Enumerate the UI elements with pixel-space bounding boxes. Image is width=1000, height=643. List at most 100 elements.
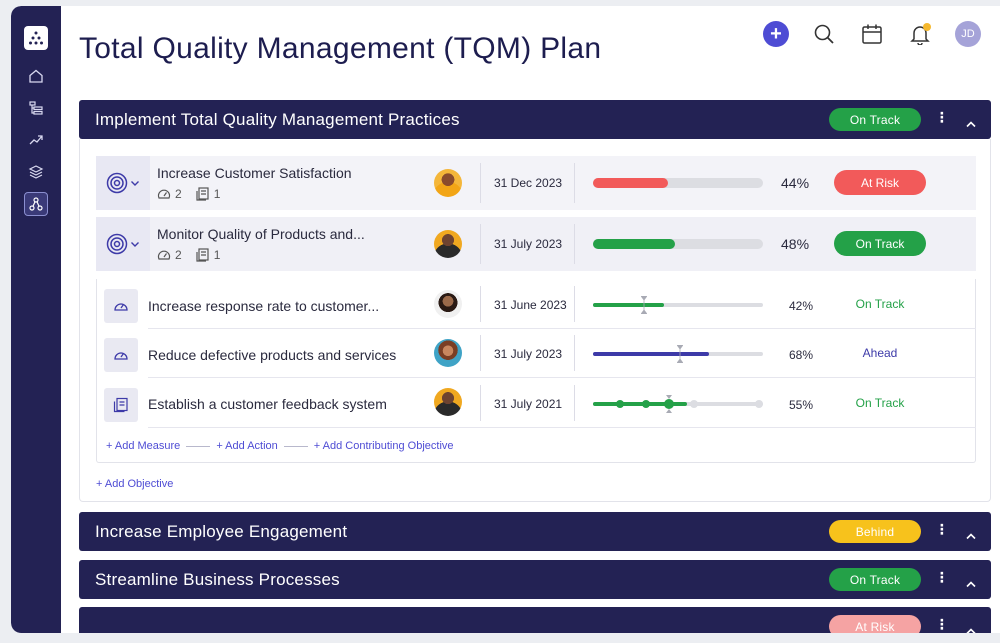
- status-label: On Track: [855, 297, 905, 311]
- due-date: 31 June 2023: [494, 298, 567, 312]
- owner-avatar: [434, 339, 462, 367]
- section-header[interactable]: Increase Employee Engagement Behind ⋮: [79, 512, 991, 551]
- gauge-icon: [104, 289, 138, 323]
- due-date: 31 July 2023: [494, 347, 563, 361]
- network-icon[interactable]: [24, 192, 48, 216]
- due-date: 31 July 2021: [494, 397, 563, 411]
- objective-row[interactable]: Monitor Quality of Products and... 2 1 3…: [96, 217, 976, 271]
- gauge-icon: [157, 189, 171, 199]
- action-row[interactable]: Establish a customer feedback system 31 …: [96, 379, 976, 428]
- owner-avatar: [434, 230, 462, 258]
- target-icon: [106, 172, 128, 194]
- objective-meta: 2 1: [157, 248, 220, 262]
- progress-percent: 44%: [781, 175, 810, 191]
- progress-fill: [593, 303, 665, 307]
- chevron-up-icon[interactable]: [965, 525, 977, 545]
- add-objective-link[interactable]: + Add Objective: [96, 478, 174, 490]
- chevron-up-icon[interactable]: [965, 620, 977, 633]
- section-employee-engagement: Increase Employee Engagement Behind ⋮: [79, 512, 991, 551]
- owner-avatar: [434, 290, 462, 318]
- progress-bar: [593, 303, 763, 307]
- home-icon[interactable]: [24, 64, 48, 88]
- more-options-icon[interactable]: ⋮: [934, 109, 949, 125]
- section-status-badge: On Track: [829, 568, 921, 591]
- progress-bar: [593, 402, 763, 406]
- section-business-processes: Streamline Business Processes On Track ⋮: [79, 560, 991, 599]
- progress-percent: 68%: [789, 348, 814, 362]
- section-header[interactable]: Streamline Business Processes On Track ⋮: [79, 560, 991, 599]
- chevron-up-icon[interactable]: [965, 573, 977, 593]
- add-contributing-objective-link[interactable]: + Add Contributing Objective: [313, 440, 454, 452]
- actions-count: 1: [213, 248, 221, 262]
- add-measure-link[interactable]: + Add Measure: [106, 440, 181, 452]
- app-logo[interactable]: [24, 26, 48, 50]
- bell-icon[interactable]: [896, 20, 944, 48]
- gauge-icon: [157, 250, 171, 260]
- section-status-badge: On Track: [829, 108, 921, 131]
- target-icon: [106, 233, 128, 255]
- status-label: On Track: [855, 396, 905, 410]
- measure-title: Increase response rate to customer...: [148, 298, 380, 314]
- owner-avatar: [434, 388, 462, 416]
- measures-count: 2: [175, 187, 182, 201]
- measure-row[interactable]: Reduce defective products and services 3…: [96, 329, 976, 378]
- due-date: 31 July 2023: [494, 237, 563, 251]
- objective-row[interactable]: Increase Customer Satisfaction 2 1 31 De…: [96, 156, 976, 210]
- document-icon: [104, 388, 138, 422]
- top-toolbar: + JD: [752, 20, 992, 48]
- search-icon[interactable]: [800, 20, 848, 48]
- notification-dot: [923, 23, 931, 31]
- progress-bar: [593, 178, 763, 188]
- add-action-link[interactable]: + Add Action: [216, 440, 278, 452]
- objective-title: Monitor Quality of Products and...: [157, 226, 365, 242]
- add-button[interactable]: +: [752, 20, 800, 48]
- section-title: Streamline Business Processes: [95, 569, 340, 589]
- progress-fill: [593, 178, 668, 188]
- chevron-down-icon: [131, 181, 139, 186]
- trend-icon[interactable]: [24, 128, 48, 152]
- user-avatar[interactable]: JD: [944, 20, 992, 48]
- section-partial: At Risk ⋮: [79, 607, 991, 633]
- progress-fill: [593, 352, 709, 356]
- target-marker: [677, 345, 683, 363]
- sub-items-block: [96, 279, 976, 463]
- page-title: Total Quality Management (TQM) Plan: [79, 32, 602, 65]
- calendar-icon[interactable]: [848, 20, 896, 48]
- actions-count: 1: [213, 187, 221, 201]
- section-panel: Increase Customer Satisfaction 2 1 31 De…: [79, 139, 991, 502]
- section-header[interactable]: Implement Total Quality Management Pract…: [79, 100, 991, 139]
- section-tqm-practices: Implement Total Quality Management Pract…: [79, 100, 991, 502]
- target-marker: [641, 296, 647, 314]
- plus-icon: +: [763, 21, 789, 47]
- chevron-down-icon: [131, 242, 139, 247]
- section-title: Implement Total Quality Management Pract…: [95, 109, 460, 129]
- objective-toggle[interactable]: [96, 156, 150, 210]
- add-links: + Add Measure + Add Action + Add Contrib…: [106, 440, 454, 452]
- sidebar: [11, 6, 61, 633]
- chevron-up-icon[interactable]: [965, 113, 977, 133]
- more-options-icon[interactable]: ⋮: [934, 569, 949, 585]
- layers-icon[interactable]: [24, 160, 48, 184]
- objective-toggle[interactable]: [96, 217, 150, 271]
- measures-count: 2: [175, 248, 182, 262]
- measure-title: Reduce defective products and services: [148, 347, 397, 363]
- more-options-icon[interactable]: ⋮: [934, 521, 949, 537]
- section-status-badge: At Risk: [829, 615, 921, 633]
- milestone-dots: [616, 395, 763, 413]
- section-title: Increase Employee Engagement: [95, 521, 348, 541]
- measure-row[interactable]: Increase response rate to customer... 31…: [96, 280, 976, 329]
- progress-percent: 48%: [781, 236, 810, 252]
- hierarchy-icon[interactable]: [24, 96, 48, 120]
- action-title: Establish a customer feedback system: [148, 396, 387, 412]
- progress-bar: [593, 352, 763, 356]
- progress-percent: 42%: [789, 299, 814, 313]
- section-header[interactable]: At Risk ⋮: [79, 607, 991, 633]
- gauge-icon: [104, 338, 138, 372]
- status-label: Ahead: [862, 346, 898, 360]
- progress-bar: [593, 239, 763, 249]
- more-options-icon[interactable]: ⋮: [934, 616, 949, 632]
- section-status-badge: Behind: [829, 520, 921, 543]
- progress-fill: [593, 402, 687, 406]
- document-icon: [196, 248, 209, 262]
- status-badge: At Risk: [834, 170, 926, 195]
